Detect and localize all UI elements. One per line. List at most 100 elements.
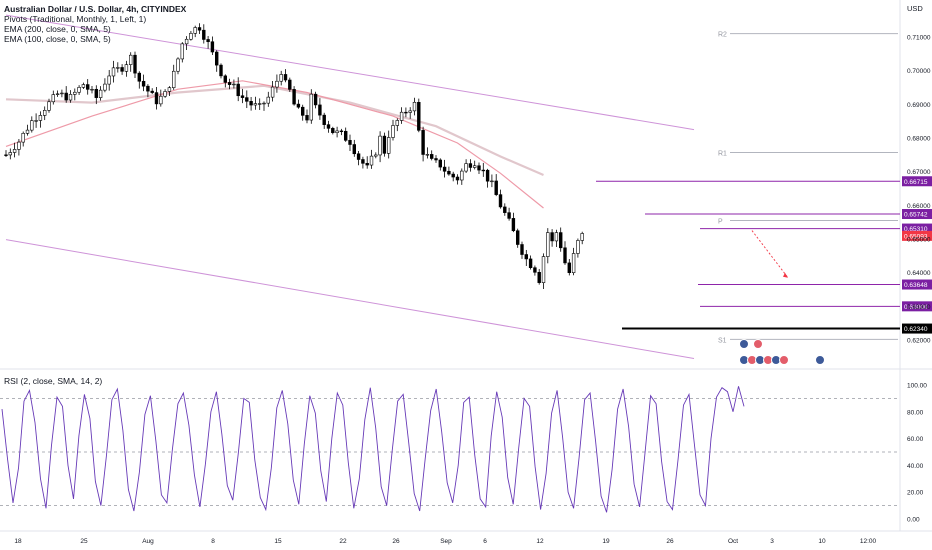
candle <box>507 207 511 221</box>
time-tick-label: 6 <box>483 538 487 545</box>
indicator-pivots[interactable]: Pivots (Traditional, Monthly, 1, Left, 1… <box>4 14 147 24</box>
candle-body <box>313 93 318 106</box>
candle-body <box>412 101 417 112</box>
candle-body <box>12 149 17 153</box>
candle-body <box>378 135 382 156</box>
candle <box>124 60 129 77</box>
rsi-legend[interactable]: RSI (2, close, SMA, 14, 2) <box>4 376 103 386</box>
level-badge-label: 0.63000 <box>904 304 928 311</box>
candle-body <box>150 90 154 93</box>
candle-body <box>399 111 404 121</box>
candle-body <box>455 176 460 181</box>
candle-body <box>189 33 193 40</box>
candle <box>451 171 455 182</box>
time-tick-label: 26 <box>666 538 674 545</box>
candle <box>21 131 25 147</box>
candle-body <box>507 212 511 219</box>
forecast-arrow <box>751 230 789 278</box>
candle-body <box>245 97 249 102</box>
candle <box>47 98 51 113</box>
chart-legend[interactable]: Australian Dollar / U.S. Dollar, 4h, CIT… <box>4 4 186 44</box>
event-flag-icon[interactable] <box>753 339 763 349</box>
candle-body <box>361 159 365 164</box>
rsi-tick-label: 60.00 <box>907 436 924 443</box>
candle-body <box>356 153 361 160</box>
event-flag-icon[interactable] <box>739 339 749 349</box>
candle-body <box>60 92 64 95</box>
candle <box>86 79 90 95</box>
ema-lines <box>5 80 544 209</box>
candle-body <box>167 87 172 92</box>
candle <box>68 90 73 103</box>
candle-body <box>468 163 473 168</box>
rsi-tick-label: 40.00 <box>907 463 924 470</box>
candle <box>64 86 68 103</box>
indicator-ema-200[interactable]: EMA (200, close, 0, SMA, 5) <box>4 24 111 34</box>
candle <box>580 231 584 245</box>
rsi-tick-label: 20.00 <box>907 490 924 497</box>
candle-body <box>283 74 288 81</box>
candle <box>12 142 17 158</box>
candle-body <box>472 165 477 168</box>
candle-body <box>215 51 219 66</box>
channel-upper-line <box>5 14 695 131</box>
candle-body <box>8 152 12 156</box>
candle <box>558 227 563 252</box>
candle-body <box>511 218 516 232</box>
candle <box>490 174 494 188</box>
candle <box>546 228 550 264</box>
candle <box>111 60 116 83</box>
candle-body <box>567 262 572 273</box>
indicator-ema-100[interactable]: EMA (100, close, 0, SMA, 5) <box>4 34 111 44</box>
candle <box>150 88 154 95</box>
candle <box>275 74 279 93</box>
candle <box>447 166 451 176</box>
candle-body <box>133 54 137 74</box>
candle-body <box>541 256 546 283</box>
level-badge <box>902 223 932 234</box>
candle-body <box>425 154 430 156</box>
horizontal-levels: 0.66715 0.65742 0.65310 0.63648 0.63000 0.623… <box>596 176 932 334</box>
pivot-label-r1: R1 <box>718 150 727 157</box>
candle <box>215 50 219 72</box>
price-tick-label: 0.67000 <box>907 169 931 176</box>
time-tick-label: 12:00 <box>860 538 877 545</box>
candle-body <box>42 110 47 116</box>
candle <box>288 77 292 92</box>
candle <box>472 160 477 170</box>
candle-body <box>227 82 232 85</box>
trend-channel <box>5 14 695 360</box>
candle <box>55 90 60 97</box>
candle <box>189 30 193 41</box>
event-flag-icon[interactable] <box>779 355 789 365</box>
candle-body <box>111 67 116 77</box>
forecast-arrowhead <box>783 272 788 278</box>
event-flag-icon[interactable] <box>815 355 825 365</box>
candle-body <box>4 154 8 156</box>
candle <box>421 126 425 162</box>
candle-body <box>490 180 494 183</box>
candle <box>576 238 580 258</box>
candle <box>283 69 288 83</box>
candle-body <box>494 180 498 195</box>
candle <box>498 189 503 209</box>
symbol-title[interactable]: Australian Dollar / U.S. Dollar, 4h, CIT… <box>4 4 187 14</box>
candle-body <box>395 120 399 126</box>
candle <box>481 162 485 177</box>
candle <box>309 89 313 124</box>
candle-body <box>365 163 369 166</box>
price-tick-label: 0.70000 <box>907 68 931 75</box>
candle-body <box>318 104 322 116</box>
candle-body <box>38 115 43 121</box>
ema-100-line <box>5 80 544 209</box>
pivot-label-p: P <box>718 218 723 225</box>
candle-body <box>447 170 451 175</box>
candle-body <box>249 101 253 106</box>
currency-label: USD <box>907 4 923 13</box>
candle-body <box>129 54 133 65</box>
candle-body <box>408 110 412 113</box>
candle <box>184 36 189 50</box>
candle-body <box>326 124 331 129</box>
candle-body <box>442 166 447 172</box>
